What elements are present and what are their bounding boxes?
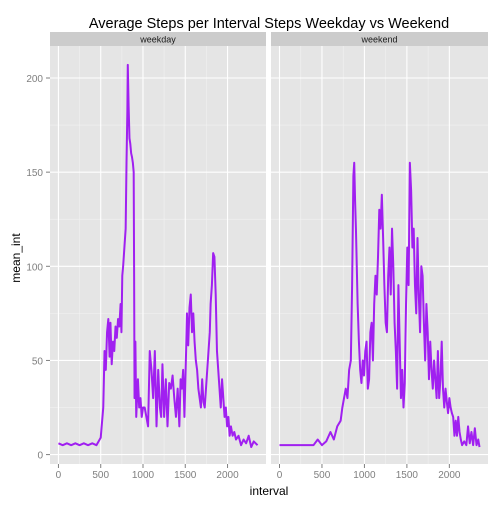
x-tick-label: 500	[92, 470, 109, 481]
panel-strip-label: weekend	[360, 35, 397, 45]
x-tick-label: 1000	[353, 470, 376, 481]
x-tick-label: 1500	[396, 470, 419, 481]
y-tick-label: 100	[26, 262, 43, 273]
y-tick-label: 0	[37, 451, 43, 462]
y-tick-label: 150	[26, 168, 43, 179]
panel-strip-label: weekday	[139, 35, 176, 45]
x-tick-label: 0	[56, 470, 62, 481]
x-tick-label: 2000	[216, 470, 239, 481]
y-axis-label: mean_int	[9, 233, 23, 283]
panel-weekend: weekend 0 500 1000 1500 2000	[271, 32, 488, 481]
y-tick-label: 200	[26, 74, 43, 85]
panel-background	[271, 46, 488, 464]
x-tick-label: 0	[277, 470, 283, 481]
chart-title: Average Steps per Interval Steps Weekday…	[89, 16, 449, 32]
x-tick-label: 500	[314, 470, 331, 481]
x-tick-label: 1000	[132, 470, 155, 481]
x-tick-label: 2000	[438, 470, 461, 481]
y-tick-label: 50	[32, 356, 44, 367]
x-tick-label: 1500	[174, 470, 197, 481]
x-axis-label: interval	[250, 484, 289, 498]
panel-weekday: weekday 0 500 1000 1500 2000	[50, 32, 266, 481]
